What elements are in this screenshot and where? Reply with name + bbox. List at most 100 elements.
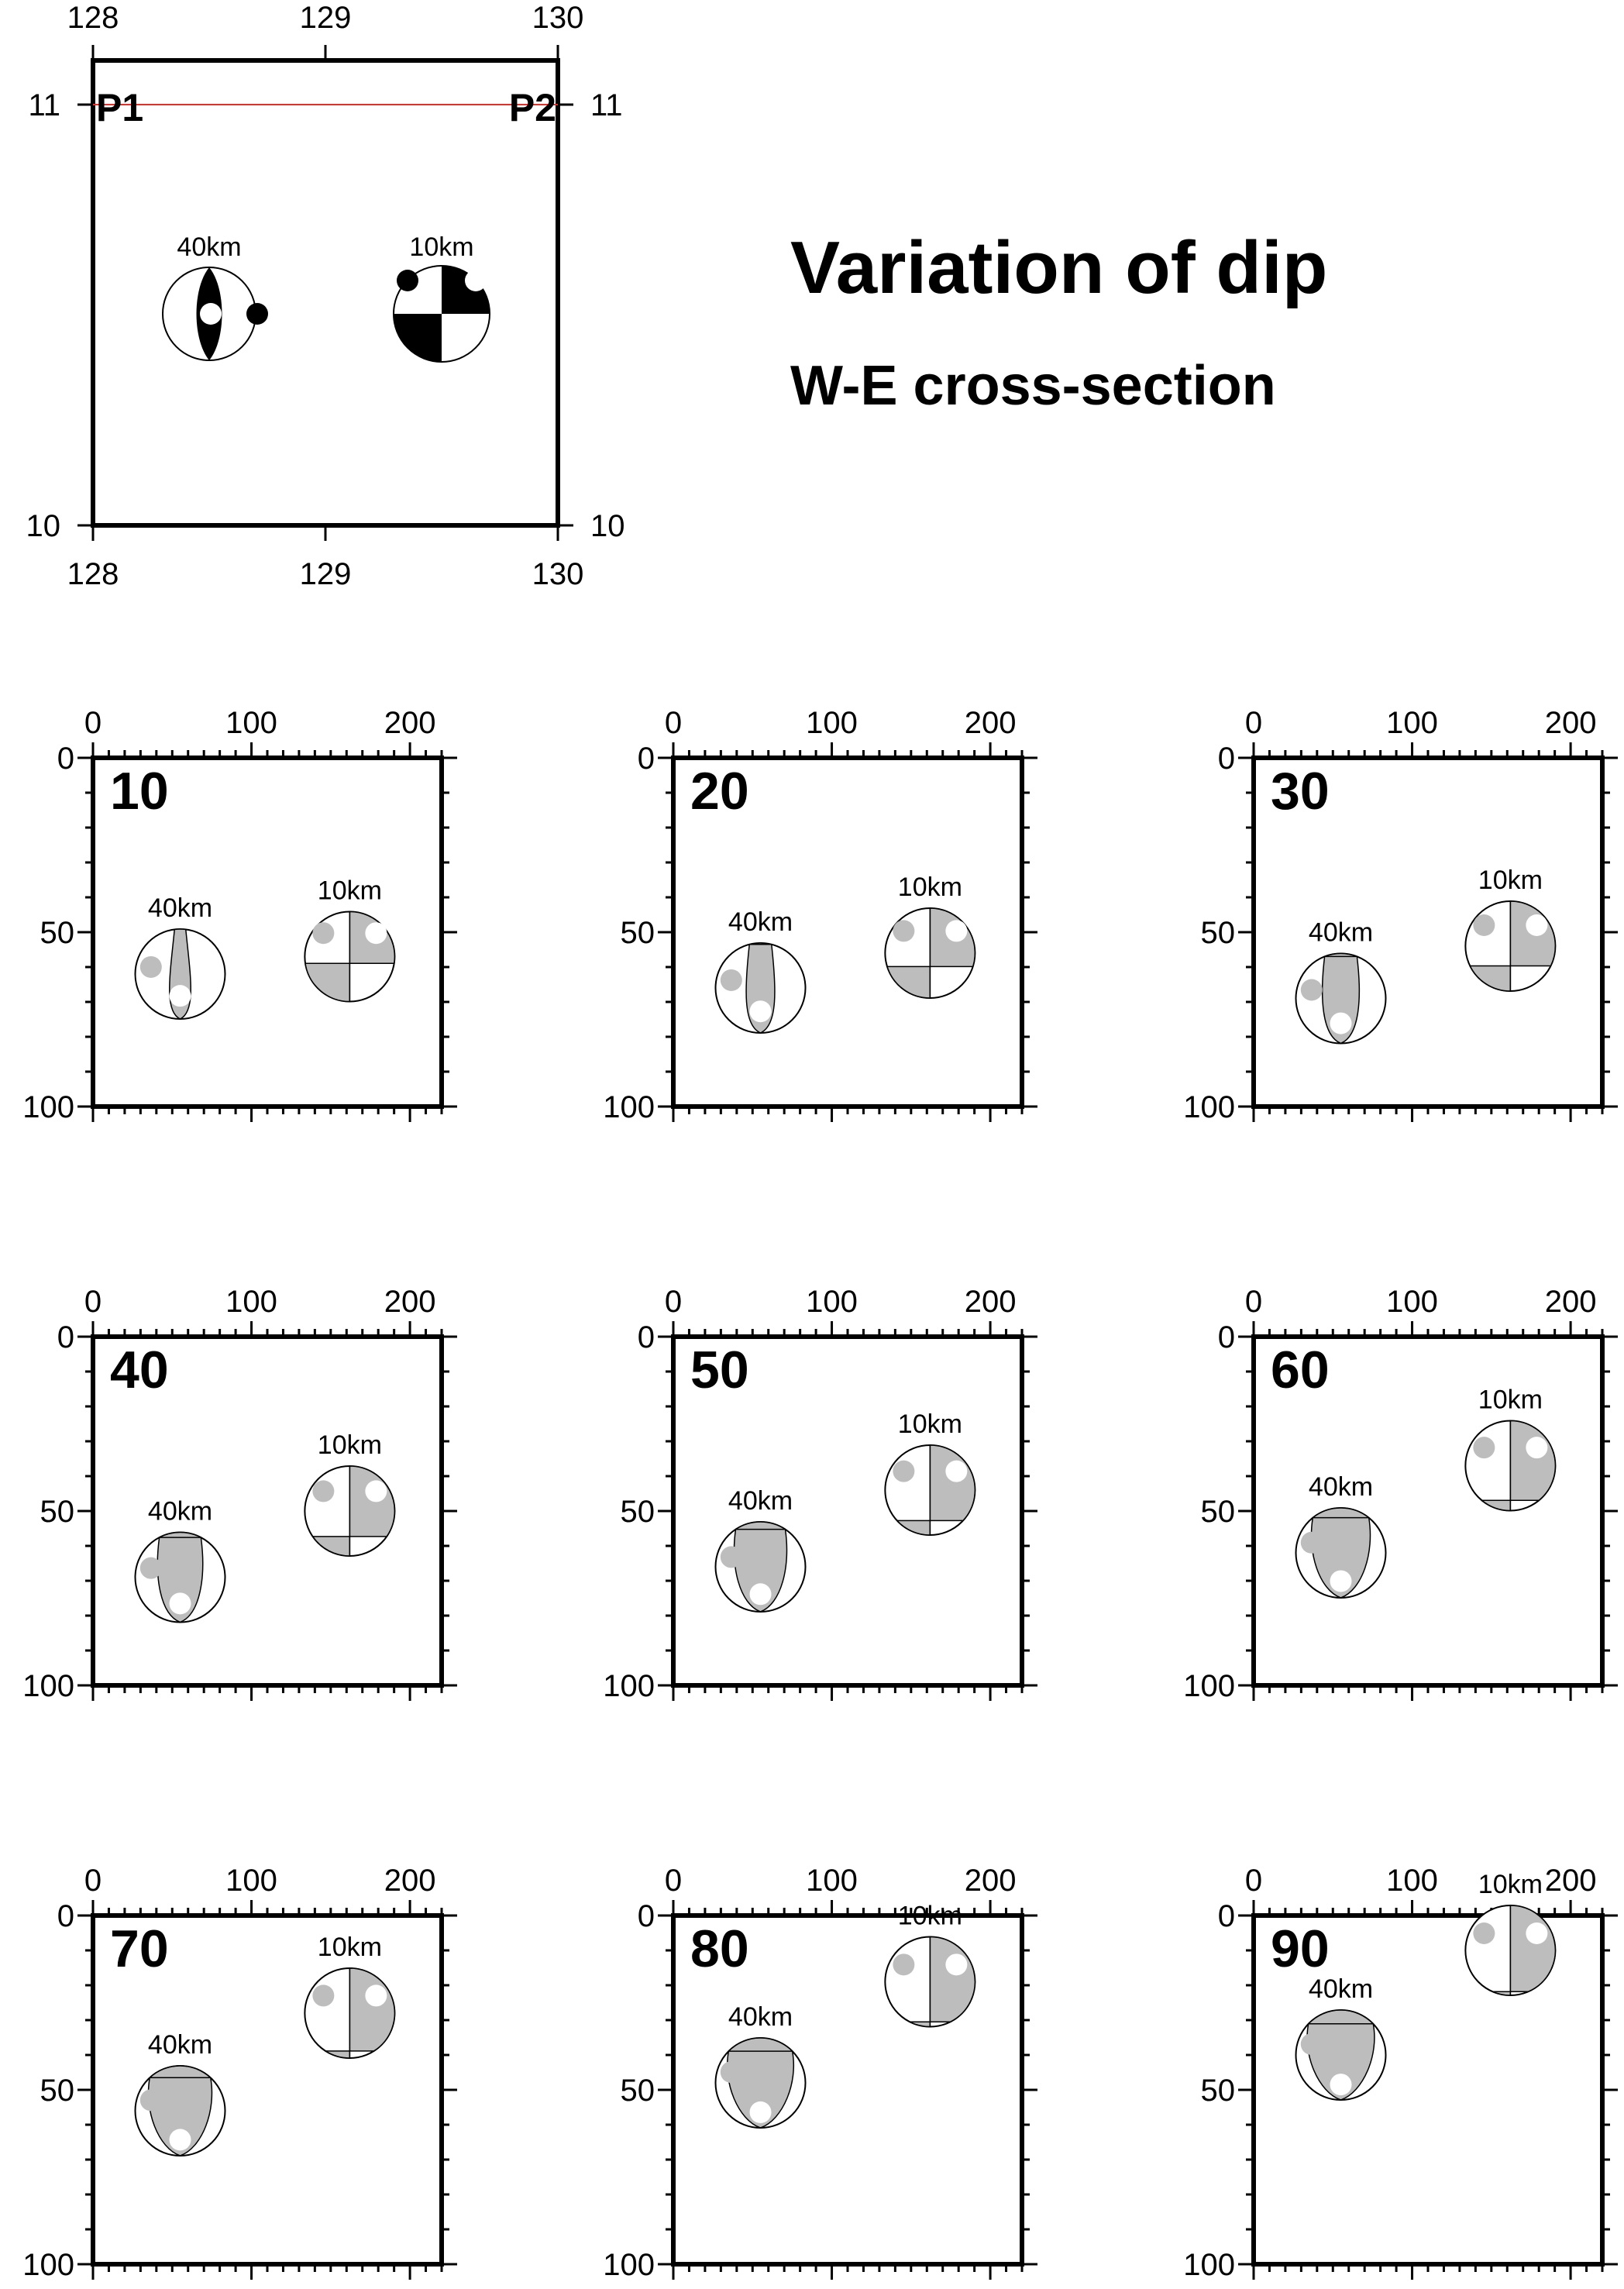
p-axis-dot: [1473, 1437, 1495, 1459]
y-tick-label-100: 100: [1183, 1669, 1235, 1703]
t-axis-dot: [945, 920, 968, 942]
t-axis-dot: [945, 1953, 968, 1976]
compression-cap: [148, 2065, 212, 2079]
y-tick-label-100: 100: [603, 1090, 655, 1124]
x-tick-label-200: 200: [965, 1864, 1017, 1898]
beachball-40km-label: 40km: [1309, 1472, 1373, 1502]
t-axis-dot: [365, 922, 387, 945]
section-panel-70: 0 100 200 0 50 100 70 40km 10km: [22, 1864, 457, 2282]
y-tick-label-50: 50: [1201, 916, 1236, 950]
p-axis-dot: [312, 922, 335, 945]
p-axis-dot: [1300, 1531, 1323, 1554]
beachball-40km: 40km: [714, 2002, 807, 2129]
map-event-10km: 10km: [393, 232, 490, 363]
x-tick-label-100: 100: [1386, 1285, 1438, 1319]
y-tick-label-0: 0: [638, 1320, 655, 1354]
map-event-40km-label: 40km: [177, 232, 241, 262]
panel-dip-label: 80: [690, 1919, 749, 1978]
x-tick-label-100: 100: [806, 1285, 858, 1319]
y-tick-label-50: 50: [621, 1495, 655, 1529]
map-ytick-right-10: 10: [590, 509, 625, 543]
beachball-10km: 10km: [1464, 1385, 1557, 1512]
y-tick-label-50: 50: [40, 916, 75, 950]
y-tick-label-0: 0: [1218, 1899, 1235, 1933]
panel-dip-label: 40: [110, 1341, 169, 1399]
t-axis-dot: [1330, 1570, 1352, 1592]
x-tick-label-200: 200: [384, 706, 436, 740]
compression-quadrant-lower: [896, 1520, 931, 1536]
beachball-40km: 40km: [1295, 1472, 1387, 1599]
beachball-40km-label: 40km: [728, 907, 793, 937]
panel-dip-label: 60: [1271, 1341, 1330, 1399]
x-tick-label-0: 0: [665, 1864, 682, 1898]
t-axis-dot: [1330, 2074, 1352, 2096]
beachball-10km-label: 10km: [898, 873, 962, 902]
t-axis-dot: [169, 1592, 191, 1615]
beachball-40km-label: 40km: [148, 893, 212, 923]
t-axis-dot: [365, 1480, 387, 1502]
beachball-10km-label: 10km: [318, 1933, 382, 1962]
beachball-40km: 40km: [134, 893, 226, 1020]
beachball-10km-label: 10km: [898, 1410, 962, 1439]
y-tick-label-50: 50: [40, 2074, 75, 2108]
x-tick-label-200: 200: [1545, 1864, 1597, 1898]
compression-quadrant-upper: [349, 1967, 396, 2052]
map-xtick-top-129: 129: [300, 1, 352, 35]
map-xtick-bottom-130: 130: [532, 557, 584, 591]
x-tick-label-200: 200: [965, 1285, 1017, 1319]
t-axis-dot: [169, 2129, 191, 2151]
y-tick-label-50: 50: [40, 1495, 75, 1529]
compression-quadrant-lower: [311, 1536, 351, 1557]
beachball-10km-label: 10km: [1478, 1385, 1543, 1415]
p-axis-dot: [139, 2089, 162, 2112]
beachball-10km-label: 10km: [1478, 1870, 1543, 1899]
y-tick-label-0: 0: [638, 1899, 655, 1933]
p-axis-dot: [720, 2061, 742, 2084]
map-frame: [91, 58, 560, 528]
y-tick-label-50: 50: [1201, 2074, 1236, 2108]
map-ytick-left-10: 10: [26, 509, 61, 543]
section-panel-20: 0 100 200 0 50 100 20 40km 10km: [603, 706, 1037, 1124]
p-axis-dot: [720, 969, 742, 991]
p-axis-dot: [1300, 979, 1323, 1001]
figure-subtitle: W-E cross-section: [790, 355, 1276, 417]
section-panel-40: 0 100 200 0 50 100 40 40km 10km: [22, 1285, 457, 1703]
y-tick-label-100: 100: [22, 1090, 74, 1124]
p-axis-dot: [139, 1557, 162, 1579]
beachball-10km: 10km: [304, 1430, 396, 1557]
section-panel-10: 0 100 200 0 50 100 10 40km 10km: [22, 706, 457, 1124]
map-xtick-bottom-129: 129: [300, 557, 352, 591]
compression-cap: [159, 1531, 201, 1538]
x-tick-label-200: 200: [384, 1285, 436, 1319]
map-xtick-bottom-128: 128: [67, 557, 119, 591]
beachball-40km-label: 40km: [148, 1497, 212, 1527]
y-tick-label-50: 50: [1201, 1495, 1236, 1529]
x-tick-label-0: 0: [84, 1864, 102, 1898]
beachball-40km: 40km: [134, 1497, 226, 1623]
beachball-10km: 10km: [884, 873, 976, 999]
t-axis-dot: [1526, 1922, 1548, 1944]
section-panel-30: 0 100 200 0 50 100 30 40km 10km: [1183, 706, 1618, 1124]
y-tick-label-100: 100: [1183, 1090, 1235, 1124]
p-axis-dot: [312, 1984, 335, 2007]
beachball-10km-label: 10km: [318, 876, 382, 906]
beachball-10km: 10km: [884, 1902, 976, 2028]
x-tick-label-0: 0: [84, 706, 102, 740]
compression-cap: [1311, 1507, 1371, 1519]
x-tick-label-0: 0: [1245, 1864, 1262, 1898]
compression-cap: [734, 1521, 787, 1530]
y-tick-label-100: 100: [1183, 2248, 1235, 2282]
p-axis-dot: [893, 920, 915, 942]
compression-quadrant-upper: [1509, 1420, 1557, 1501]
compression-quadrant-upper: [929, 1936, 976, 2023]
y-tick-label-50: 50: [621, 916, 655, 950]
x-tick-label-100: 100: [806, 706, 858, 740]
compression-cap: [1324, 952, 1357, 958]
y-tick-label-50: 50: [621, 2074, 655, 2108]
panel-dip-label: 20: [690, 762, 749, 821]
beachball-40km: 40km: [714, 907, 807, 1034]
p-axis-dot: [720, 1546, 742, 1568]
y-tick-label-100: 100: [603, 1669, 655, 1703]
